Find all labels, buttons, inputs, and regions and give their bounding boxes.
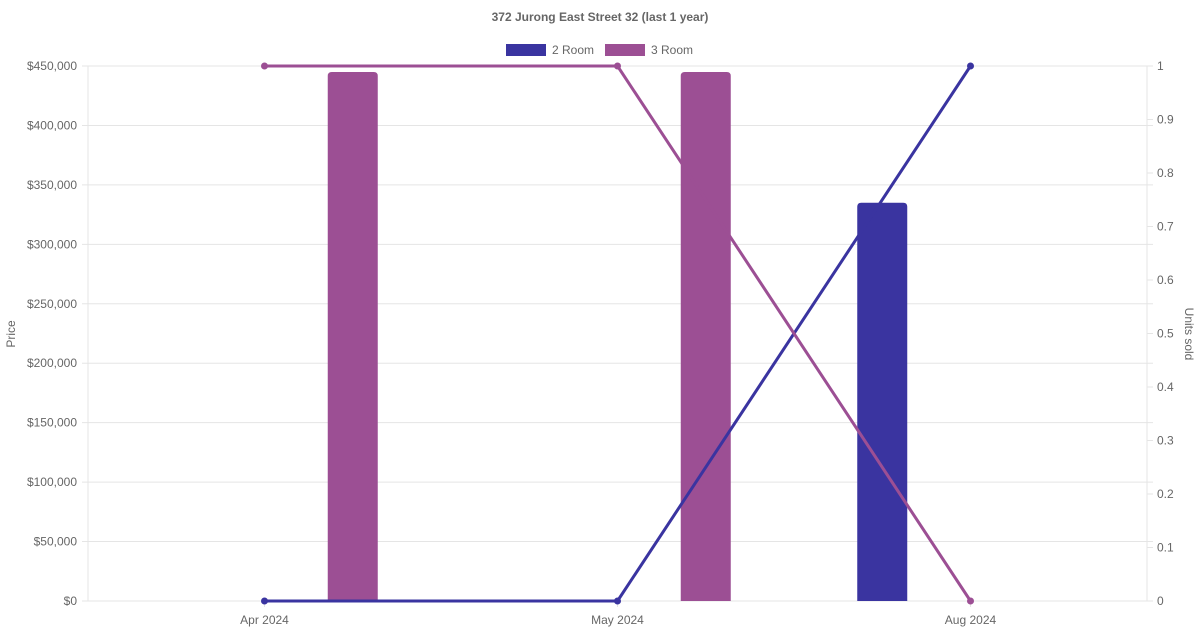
y-left-tick-label: $50,000 [34,535,78,549]
gridlines [82,65,1153,602]
bars [327,71,908,601]
legend: 2 Room 3 Room [506,43,693,57]
y-axis-right-title: Units sold [1182,308,1196,361]
y-right-tick-label: 0 [1157,594,1164,608]
point-3-room[interactable] [261,62,268,70]
y-right-tick-label: 0.3 [1157,434,1174,448]
y-left-tick-label: $200,000 [27,356,77,370]
legend-swatch-2-room [506,44,546,56]
y-right-tick-label: 0.7 [1157,220,1174,234]
point-2-room[interactable] [967,62,974,70]
y-left-tick-label: $400,000 [27,118,77,132]
y-right-tick-label: 0.5 [1157,327,1174,341]
legend-swatch-3-room [605,44,645,56]
x-tick-label: Aug 2024 [945,613,997,627]
y-left-tick-label: $100,000 [27,475,77,489]
legend-label-2-room: 2 Room [552,43,594,57]
y-axis-right-ticks: 0 0.1 0.2 0.3 0.4 0.5 0.6 0.7 0.8 0.9 1 [1147,59,1174,608]
lines [261,62,974,605]
y-axis-left-title: Price [4,320,18,348]
bar-3-room[interactable] [680,71,731,601]
point-3-room[interactable] [614,62,621,70]
x-tick-label: Apr 2024 [240,613,289,627]
y-right-tick-label: 0.2 [1157,487,1174,501]
legend-label-3-room: 3 Room [651,43,693,57]
point-2-room[interactable] [261,597,268,605]
bar-3-room[interactable] [327,71,378,601]
x-tick-label: May 2024 [591,613,644,627]
y-right-tick-label: 0.1 [1157,541,1174,555]
y-left-tick-label: $450,000 [27,59,77,73]
y-left-tick-label: $0 [64,594,78,608]
point-2-room[interactable] [614,597,621,605]
y-axis-left-ticks: $0 $50,000 $100,000 $150,000 $200,000 $250,00… [27,59,77,608]
point-3-room[interactable] [967,597,974,605]
y-left-tick-label: $250,000 [27,297,77,311]
y-left-tick-label: $300,000 [27,237,77,251]
y-left-tick-label: $150,000 [27,416,77,430]
y-right-tick-label: 1 [1157,59,1164,73]
bar-2-room[interactable] [857,202,908,601]
legend-item-2-room[interactable]: 2 Room [506,43,594,57]
y-right-tick-label: 0.4 [1157,380,1174,394]
y-right-tick-label: 0.6 [1157,273,1174,287]
legend-item-3-room[interactable]: 3 Room [605,43,693,57]
y-left-tick-label: $350,000 [27,178,77,192]
chart-title: 372 Jurong East Street 32 (last 1 year) [492,10,709,24]
x-axis-ticks: Apr 2024 May 2024 Aug 2024 [240,601,997,627]
y-right-tick-label: 0.8 [1157,166,1174,180]
y-right-tick-label: 0.9 [1157,113,1174,127]
